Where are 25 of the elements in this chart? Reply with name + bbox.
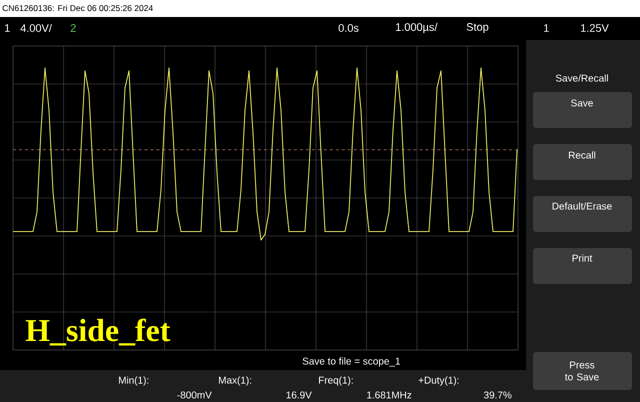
text: 0.0s <box>338 24 359 32</box>
text: -800mV <box>177 391 212 399</box>
text: Max(1): <box>219 376 252 386</box>
text: CN61260136: Fri Dec 06 00:25:26 2024 <box>2 4 153 12</box>
text: 4.00V/ <box>20 24 52 32</box>
text: 1.681MHz <box>367 391 412 399</box>
text: Press to Save <box>564 362 599 380</box>
text: Save/Recall <box>556 74 608 82</box>
text: 1.000µs/ <box>396 22 438 34</box>
text: 1 <box>5 24 10 32</box>
text: Default/Erase <box>552 202 612 210</box>
text: 2 <box>70 24 76 32</box>
text: +Duty(1): <box>418 376 459 386</box>
annotation: H_side_fet <box>26 318 170 346</box>
text: Save <box>571 99 593 107</box>
text: Stop <box>466 23 488 33</box>
text: Freq(1): <box>319 376 353 386</box>
text: Min(1): <box>119 376 148 386</box>
text: Save to file = scope_1 <box>302 357 400 367</box>
text: Print <box>572 254 592 262</box>
text: 1.25V <box>581 24 609 32</box>
text: 16.9V <box>286 391 312 399</box>
text: 1 <box>544 24 549 32</box>
text: Recall <box>568 151 596 159</box>
text: 39.7% <box>484 391 512 399</box>
